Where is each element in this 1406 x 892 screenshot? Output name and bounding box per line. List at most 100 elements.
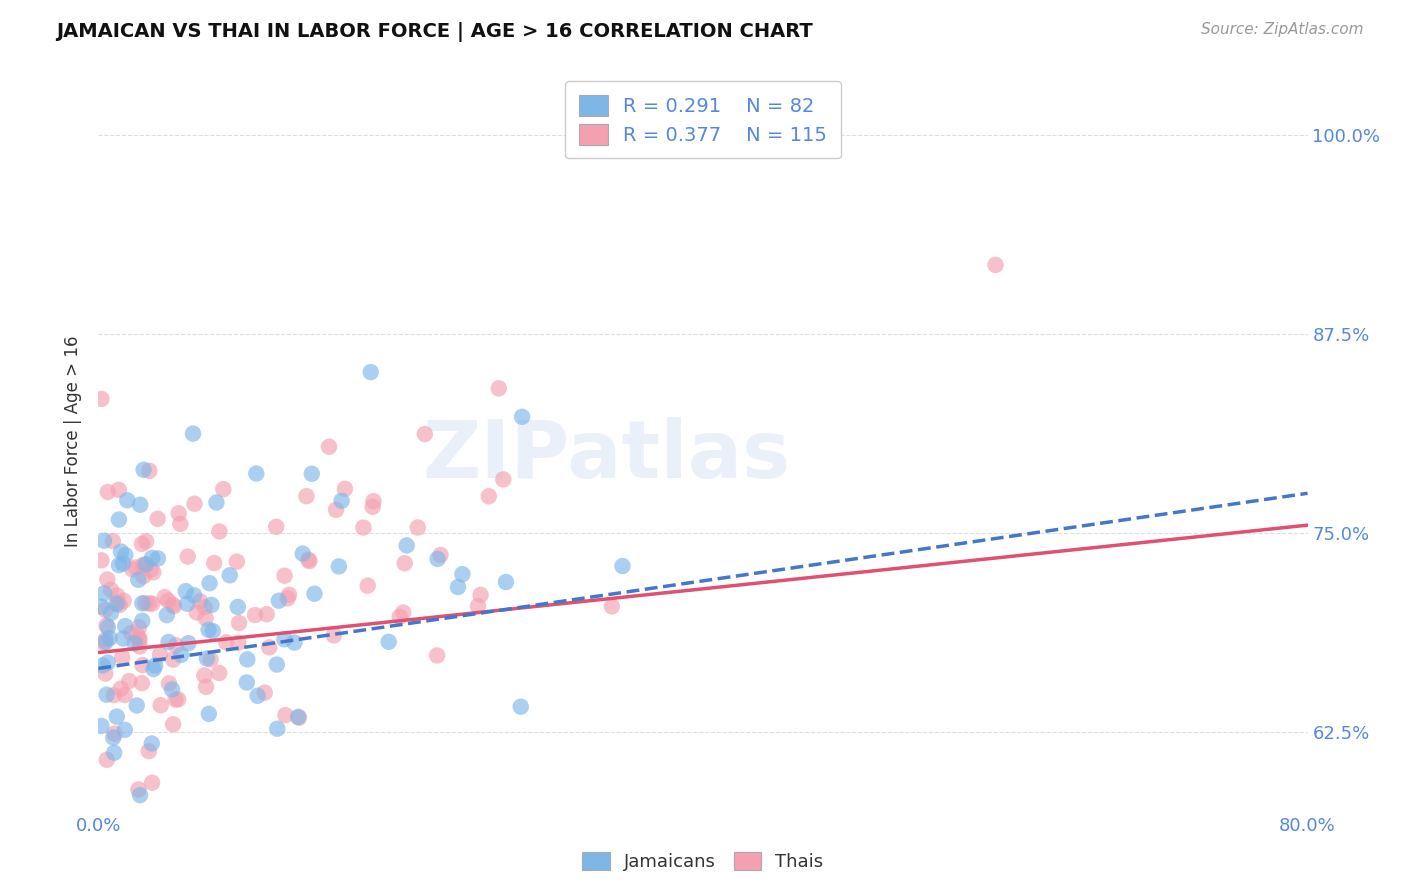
- Point: [139, 563, 162, 577]
- Point: [128, 631, 150, 645]
- Text: Source: ZipAtlas.com: Source: ZipAtlas.com: [1201, 22, 1364, 37]
- Point: [132, 569, 155, 583]
- Point: [322, 628, 344, 642]
- Text: JAMAICAN VS THAI IN LABOR FORCE | AGE > 16 CORRELATION CHART: JAMAICAN VS THAI IN LABOR FORCE | AGE > …: [56, 22, 813, 42]
- Point: [129, 498, 152, 512]
- Point: [177, 636, 200, 650]
- Point: [218, 568, 240, 582]
- Point: [478, 489, 501, 503]
- Point: [117, 493, 139, 508]
- Point: [111, 845, 134, 859]
- Point: [318, 440, 340, 454]
- Point: [245, 467, 267, 481]
- Point: [226, 636, 249, 650]
- Point: [200, 598, 222, 612]
- Point: [301, 467, 323, 481]
- Point: [157, 593, 180, 607]
- Point: [236, 652, 259, 666]
- Point: [177, 549, 200, 564]
- Point: [236, 675, 259, 690]
- Point: [243, 608, 266, 623]
- Point: [273, 632, 295, 647]
- Point: [107, 596, 129, 610]
- Point: [429, 548, 451, 562]
- Point: [208, 665, 231, 680]
- Point: [165, 638, 187, 652]
- Point: [392, 606, 415, 620]
- Point: [103, 688, 125, 702]
- Point: [167, 506, 190, 520]
- Point: [333, 482, 356, 496]
- Point: [225, 555, 247, 569]
- Point: [129, 788, 152, 802]
- Point: [162, 717, 184, 731]
- Point: [108, 483, 131, 497]
- Point: [169, 840, 191, 855]
- Point: [93, 586, 115, 600]
- Point: [134, 596, 156, 610]
- Point: [149, 698, 172, 713]
- Point: [90, 392, 112, 406]
- Point: [138, 597, 160, 611]
- Point: [488, 381, 510, 395]
- Point: [253, 685, 276, 699]
- Point: [215, 635, 238, 649]
- Point: [134, 558, 156, 573]
- Point: [141, 550, 163, 565]
- Point: [111, 650, 134, 665]
- Point: [201, 624, 224, 639]
- Point: [103, 746, 125, 760]
- Point: [492, 472, 515, 486]
- Point: [143, 658, 166, 673]
- Point: [157, 676, 180, 690]
- Point: [277, 591, 299, 606]
- Point: [194, 600, 217, 615]
- Point: [451, 567, 474, 582]
- Point: [202, 556, 225, 570]
- Point: [205, 495, 228, 509]
- Point: [194, 611, 217, 625]
- Point: [146, 551, 169, 566]
- Point: [298, 554, 321, 568]
- Y-axis label: In Labor Force | Age > 16: In Labor Force | Age > 16: [65, 335, 83, 548]
- Point: [447, 580, 470, 594]
- Point: [157, 635, 180, 649]
- Text: ZIPatlas: ZIPatlas: [422, 417, 790, 495]
- Point: [169, 516, 191, 531]
- Point: [388, 609, 411, 624]
- Point: [105, 597, 128, 611]
- Point: [395, 538, 418, 552]
- Point: [198, 706, 221, 721]
- Point: [273, 568, 295, 582]
- Point: [101, 534, 124, 549]
- Point: [360, 365, 382, 379]
- Point: [131, 596, 153, 610]
- Point: [110, 681, 132, 696]
- Point: [138, 744, 160, 758]
- Point: [111, 557, 134, 571]
- Point: [127, 628, 149, 642]
- Point: [108, 598, 131, 612]
- Point: [104, 726, 127, 740]
- Point: [509, 699, 531, 714]
- Point: [94, 666, 117, 681]
- Point: [108, 512, 131, 526]
- Point: [96, 688, 118, 702]
- Point: [357, 579, 380, 593]
- Point: [131, 537, 153, 551]
- Point: [264, 519, 287, 533]
- Point: [120, 626, 142, 640]
- Point: [259, 640, 281, 655]
- Point: [112, 632, 135, 646]
- Point: [103, 731, 125, 745]
- Point: [138, 464, 160, 478]
- Point: [186, 606, 208, 620]
- Point: [90, 599, 112, 614]
- Point: [94, 603, 117, 617]
- Point: [325, 503, 347, 517]
- Point: [142, 662, 165, 676]
- Point: [176, 597, 198, 611]
- Point: [267, 593, 290, 607]
- Point: [197, 623, 219, 637]
- Point: [198, 576, 221, 591]
